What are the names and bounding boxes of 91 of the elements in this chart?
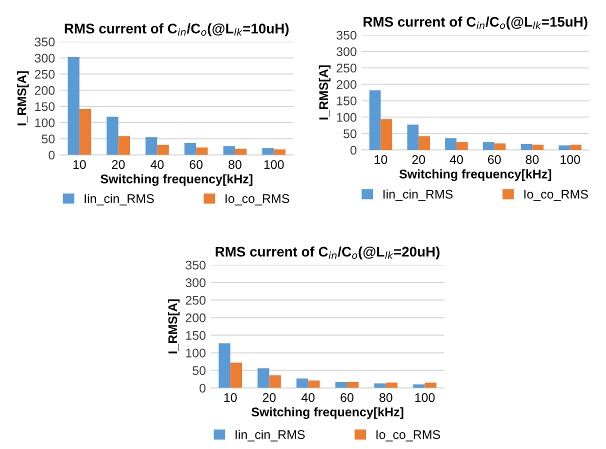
bar (570, 144, 582, 150)
y-tick-label: 250 (186, 296, 206, 305)
x-tick-label: 80 (228, 160, 242, 169)
y-tick-label: 50 (344, 129, 356, 138)
x-tick-label: 40 (301, 393, 315, 402)
y-axis-title: I_RMS[A] (168, 299, 180, 354)
x-axis-title: Switching frequency[kHz] (399, 169, 552, 181)
x-axis-title: Switching frequency[kHz] (100, 174, 252, 186)
y-tick-label: 100 (186, 348, 206, 358)
x-tick-label: 100 (415, 393, 435, 402)
bar (482, 142, 494, 150)
chart-title: RMS current of C$_{in}$/C$_{o}$(@L$_{lk}$=10uH) (64, 23, 289, 36)
x-tick-label: 20 (112, 160, 125, 169)
bar (532, 144, 544, 150)
bar (445, 138, 456, 150)
bar (184, 142, 196, 155)
chart-title: RMS current of C$_{in}$/C$_{o}$(@L$_{lk}$=15uH) (364, 16, 588, 30)
bar (262, 148, 274, 155)
x-tick-label: 100 (560, 155, 580, 164)
bar (258, 368, 270, 388)
bar (369, 90, 381, 150)
x-tick-label: 40 (150, 160, 164, 169)
y-tick-label: 150 (35, 102, 55, 112)
bar (230, 362, 242, 388)
x-tick-label: 10 (73, 160, 86, 169)
x-tick-label: 60 (488, 155, 501, 164)
legend-label: Iin_cin_RMS (383, 189, 453, 201)
y-tick-label: 350 (34, 38, 55, 46)
x-tick-label: 80 (526, 155, 539, 164)
y-tick-label: 250 (34, 70, 55, 79)
y-tick-label: 250 (336, 64, 356, 73)
x-axis-title: Switching frequency[kHz] (252, 407, 404, 419)
x-tick-label: 60 (340, 393, 354, 402)
bar (380, 119, 392, 150)
legend-label: Io_co_RMS (524, 190, 588, 201)
x-tick-label: 20 (262, 393, 276, 402)
legend-label: Iin_cin_RMS (84, 194, 154, 206)
y-tick-label: 150 (186, 331, 206, 340)
bar (196, 147, 208, 155)
y-tick-label: 100 (35, 118, 55, 128)
bar (146, 137, 158, 155)
x-tick-label: 10 (224, 393, 237, 402)
bar (407, 124, 419, 150)
legend-label: Io_co_RMS (376, 430, 440, 442)
y-tick-label: 150 (337, 96, 356, 106)
bar (106, 116, 118, 155)
bar (386, 382, 398, 388)
bar (335, 382, 347, 388)
bar (269, 375, 281, 388)
bar (346, 382, 359, 388)
y-tick-label: 350 (186, 260, 206, 270)
x-tick-label: 20 (412, 155, 426, 164)
bar (456, 142, 468, 150)
y-tick-label: 100 (337, 112, 356, 122)
bar (520, 144, 532, 150)
bar (424, 382, 436, 388)
y-tick-label: 0 (48, 150, 55, 160)
y-tick-label: 200 (186, 313, 206, 322)
bar (274, 149, 286, 155)
bar (374, 383, 386, 388)
bar (308, 380, 320, 388)
y-tick-label: 50 (192, 366, 206, 376)
y-tick-label: 50 (42, 134, 55, 144)
bar (118, 136, 130, 155)
legend-label: Iin_cin_RMS (236, 430, 305, 442)
bar (418, 136, 430, 150)
legend-label: Io_co_RMS (226, 194, 290, 206)
bar (558, 145, 570, 150)
bar (223, 146, 235, 155)
y-tick-label: 0 (200, 384, 206, 393)
x-tick-label: 60 (190, 160, 203, 169)
y-tick-label: 200 (34, 86, 55, 95)
bar (494, 143, 506, 150)
y-tick-label: 200 (336, 80, 356, 89)
bar (218, 343, 230, 388)
y-tick-label: 300 (34, 54, 55, 63)
y-tick-label: 350 (336, 30, 356, 40)
bar (157, 144, 169, 155)
y-axis-title: I_RMS[A] (17, 71, 29, 126)
x-tick-label: 40 (450, 155, 463, 164)
x-tick-label: 10 (374, 155, 388, 164)
bar (296, 378, 308, 388)
y-axis-title: I_RMS[A] (318, 65, 331, 120)
bar (79, 109, 92, 155)
x-tick-label: 100 (264, 160, 284, 169)
bar (68, 56, 80, 155)
x-tick-label: 80 (379, 393, 392, 402)
y-tick-label: 0 (350, 146, 356, 155)
chart-title: RMS current of C$_{in}$/C$_{o}$(@L$_{lk}$=20uH) (216, 246, 440, 260)
y-tick-label: 300 (336, 47, 356, 56)
y-tick-label: 300 (186, 278, 206, 288)
